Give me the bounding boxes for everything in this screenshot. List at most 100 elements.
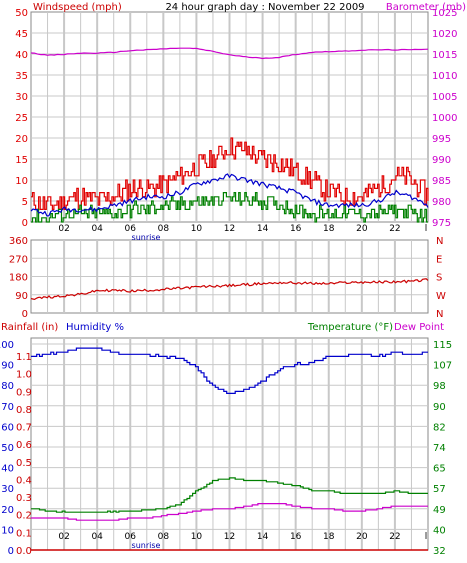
temperature-tick-label: 57 bbox=[433, 484, 446, 495]
humidity-tick-label: 70 bbox=[1, 402, 14, 413]
compass-tick-label: N bbox=[436, 236, 443, 247]
barometer-tick-label: 975 bbox=[432, 218, 451, 229]
x-tick-label: 22 bbox=[389, 532, 400, 542]
humidity-tick-label: 10 bbox=[1, 525, 14, 536]
dewpoint-axis-label: Dew Point bbox=[394, 322, 444, 333]
humidity-tick-label: 0 bbox=[8, 546, 14, 557]
x-tick-label: 06 bbox=[125, 532, 137, 542]
x-tick-label: 20 bbox=[356, 532, 368, 542]
axis-tick-labels: 02 04 06 08 10 12 14 16 18 20 22 l 02 04 06 08 10 12 14 16 1… bbox=[0, 8, 457, 557]
x-tick-label: 14 bbox=[257, 224, 269, 234]
temperature-tick-label: 107 bbox=[433, 361, 452, 372]
rainfall-tick-label: 0.1 bbox=[16, 528, 32, 539]
humidity-series bbox=[31, 347, 428, 394]
x-tick-label: 20 bbox=[356, 224, 368, 234]
sunrise-label: sunrise bbox=[132, 233, 161, 242]
wind-direction-series bbox=[30, 278, 429, 301]
direction-panel-grid bbox=[31, 240, 428, 313]
temperature-tick-label: 32 bbox=[433, 546, 446, 557]
rainfall-tick-label: 1.0 bbox=[16, 370, 32, 381]
direction-tick-label: 360 bbox=[9, 236, 28, 247]
compass-tick-label: W bbox=[436, 291, 446, 302]
compass-tick-label: N bbox=[436, 309, 443, 320]
humidity-tick-label: 90 bbox=[1, 361, 14, 372]
windspeed-tick-label: 25 bbox=[15, 113, 28, 124]
windspeed-max-series bbox=[31, 137, 429, 210]
barometer-tick-label: 995 bbox=[432, 134, 451, 145]
direction-panel-series bbox=[30, 278, 429, 301]
windspeed-tick-label: 50 bbox=[15, 8, 28, 19]
x-tick-label: 12 bbox=[224, 224, 235, 234]
rainfall-tick-label: 0.2 bbox=[16, 511, 32, 522]
temperature-series bbox=[31, 477, 428, 513]
sunrise-label-bottom: sunrise bbox=[132, 541, 161, 550]
windspeed-tick-label: 35 bbox=[15, 71, 28, 82]
barometer-axis-label: Barometer (mb) bbox=[386, 2, 466, 13]
humidity-tick-label: 100 bbox=[0, 340, 14, 351]
temperature-tick-label: 40 bbox=[433, 525, 446, 536]
compass-tick-label: E bbox=[436, 254, 442, 265]
x-tick-label: 10 bbox=[191, 224, 203, 234]
humidity-tick-label: 30 bbox=[1, 484, 14, 495]
rainfall-tick-label: 0.4 bbox=[16, 475, 32, 486]
x-tick-label: 16 bbox=[290, 224, 302, 234]
direction-tick-label: 0 bbox=[22, 309, 28, 320]
barometer-tick-label: 1005 bbox=[432, 92, 457, 103]
compass-tick-label: S bbox=[436, 273, 442, 284]
humidity-panel-series bbox=[31, 347, 428, 551]
windspeed-min-series bbox=[31, 192, 428, 223]
humidity-tick-label: 50 bbox=[1, 443, 14, 454]
x-tick-label: 14 bbox=[257, 532, 269, 542]
temperature-tick-label: 65 bbox=[433, 464, 446, 475]
humidity-tick-label: 40 bbox=[1, 464, 14, 475]
humidity-tick-label: 20 bbox=[1, 505, 14, 516]
temperature-tick-label: 74 bbox=[433, 443, 446, 454]
barometer-tick-label: 1015 bbox=[432, 50, 457, 61]
temperature-tick-label: 90 bbox=[433, 402, 446, 413]
dewpoint-series bbox=[31, 503, 428, 521]
windspeed-avg-series bbox=[30, 173, 429, 217]
x-tick-label: 18 bbox=[323, 224, 335, 234]
temperature-tick-label: 115 bbox=[433, 340, 452, 351]
barometer-tick-label: 985 bbox=[432, 176, 451, 187]
windspeed-tick-label: 30 bbox=[15, 92, 28, 103]
humidity-panel-grid bbox=[31, 338, 428, 550]
rainfall-axis-label: Rainfall (in) bbox=[1, 322, 58, 333]
x-tick-label: 18 bbox=[323, 532, 335, 542]
rainfall-tick-label: 0.0 bbox=[16, 546, 32, 557]
x-tick-label: 04 bbox=[91, 224, 103, 234]
barometer-tick-label: 1010 bbox=[432, 71, 457, 82]
x-tick-label: 16 bbox=[290, 532, 302, 542]
windspeed-tick-label: 0 bbox=[22, 218, 28, 229]
wind-panel-grid bbox=[31, 12, 428, 222]
barometer-tick-label: 1025 bbox=[432, 8, 457, 19]
x-tick-label: 06 bbox=[125, 224, 137, 234]
humidity-axis-label: Humidity % bbox=[66, 322, 124, 333]
windspeed-axis-label: Windspeed (mph) bbox=[33, 2, 122, 13]
barometer-tick-label: 980 bbox=[432, 197, 451, 208]
temperature-tick-label: 98 bbox=[433, 381, 446, 392]
direction-tick-label: 180 bbox=[9, 273, 28, 284]
x-tick-label: 04 bbox=[91, 532, 103, 542]
x-tick-label: l bbox=[425, 532, 428, 542]
windspeed-tick-label: 10 bbox=[15, 176, 28, 187]
rainfall-tick-label: 0.9 bbox=[16, 387, 32, 398]
humidity-tick-label: 60 bbox=[1, 422, 14, 433]
rainfall-tick-label: 0.6 bbox=[16, 440, 32, 451]
windspeed-tick-label: 5 bbox=[22, 197, 28, 208]
x-tick-label: 12 bbox=[224, 532, 235, 542]
x-tick-label: 02 bbox=[58, 224, 69, 234]
rainfall-tick-label: 0.7 bbox=[16, 423, 32, 434]
x-tick-label: 08 bbox=[158, 224, 170, 234]
direction-tick-label: 270 bbox=[9, 254, 28, 265]
rainfall-tick-label: 0.3 bbox=[16, 493, 32, 504]
x-tick-label: 22 bbox=[389, 224, 400, 234]
temperature-tick-label: 49 bbox=[433, 505, 446, 516]
rainfall-tick-label: 0.5 bbox=[16, 458, 32, 469]
barometer-tick-label: 990 bbox=[432, 155, 451, 166]
x-tick-label: 10 bbox=[191, 532, 203, 542]
temperature-tick-label: 82 bbox=[433, 422, 446, 433]
windspeed-tick-label: 40 bbox=[15, 50, 28, 61]
